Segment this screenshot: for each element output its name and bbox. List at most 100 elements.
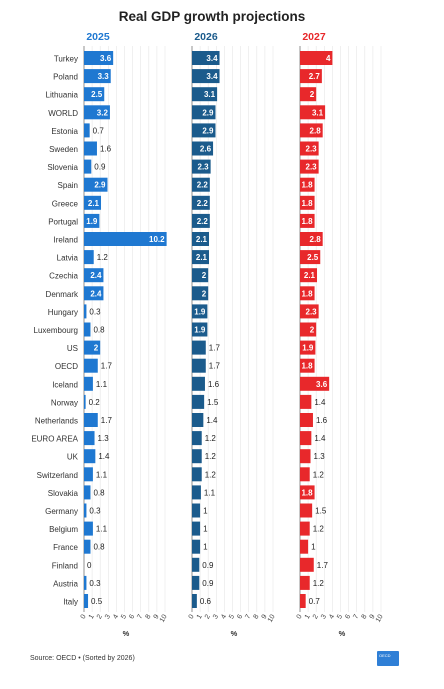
- data-label: 2.9: [202, 108, 214, 117]
- data-label: 1.8: [301, 289, 313, 298]
- tick-label: 2: [312, 613, 320, 620]
- data-label: 3.1: [204, 90, 216, 99]
- bar: [300, 232, 323, 246]
- data-label: 2.5: [307, 253, 319, 262]
- category-label: Finland: [52, 561, 78, 570]
- category-label: France: [53, 543, 78, 552]
- data-label: 1.9: [194, 307, 206, 316]
- category-label: UK: [67, 453, 79, 462]
- data-label: 1.9: [86, 217, 98, 226]
- data-label: 0.2: [89, 398, 101, 407]
- bar: [300, 413, 313, 427]
- category-label: Sweden: [49, 145, 78, 154]
- data-label: 1.5: [315, 507, 327, 516]
- data-label: 1.7: [209, 362, 221, 371]
- data-label: 2.5: [91, 90, 103, 99]
- bar: [192, 286, 209, 301]
- tick-label: 7: [136, 613, 144, 620]
- data-label: 1.5: [207, 398, 219, 407]
- data-label: 1.7: [101, 416, 113, 425]
- bar: [192, 304, 208, 319]
- category-label: Norway: [51, 398, 78, 407]
- bar: [192, 449, 202, 464]
- data-label: 2.8: [310, 235, 322, 244]
- tick-label: 8: [253, 613, 261, 620]
- data-label: 1.4: [98, 452, 110, 461]
- data-label: 2: [310, 90, 315, 99]
- bar: [192, 232, 210, 246]
- data-label: 3.6: [316, 380, 328, 389]
- category-label: Netherlands: [35, 417, 78, 426]
- bar: [300, 485, 315, 500]
- bar: [192, 87, 218, 102]
- tick-label: 0: [188, 613, 196, 620]
- category-label: Switzerland: [37, 471, 78, 480]
- data-label: 1.2: [205, 434, 217, 443]
- bar: [300, 304, 319, 319]
- bar: [192, 213, 210, 228]
- bar: [84, 340, 101, 355]
- category-label: Belgium: [49, 525, 78, 534]
- data-label: 1: [203, 543, 208, 552]
- category-label: US: [67, 344, 78, 353]
- bar: [300, 467, 310, 482]
- bar: [192, 467, 202, 482]
- bar: [300, 557, 314, 572]
- data-label: 0.8: [93, 488, 105, 497]
- data-label: 1.3: [314, 452, 326, 461]
- data-label: 1.4: [314, 398, 326, 407]
- tick-label: 2: [204, 613, 212, 620]
- data-label: 2.4: [90, 289, 102, 298]
- bar: [300, 159, 319, 174]
- tick-label: 0: [296, 613, 304, 620]
- data-label: 0.9: [202, 561, 214, 570]
- data-label: 2.9: [94, 181, 106, 190]
- bar: [192, 557, 200, 572]
- data-label: 3.3: [98, 72, 110, 81]
- bar: [300, 105, 326, 120]
- bar: [300, 358, 315, 373]
- bar: [300, 340, 316, 355]
- category-label: Estonia: [51, 127, 78, 136]
- data-label: 2.2: [197, 181, 209, 190]
- data-label: 2.3: [306, 163, 318, 172]
- category-label: Poland: [53, 73, 78, 82]
- panel-2025: 20253.63.32.53.20.71.60.92.92.11.910.21.…: [80, 31, 169, 638]
- tick-label: 9: [261, 613, 269, 620]
- tick-label: 1: [88, 613, 96, 620]
- data-label: 0.5: [91, 597, 103, 606]
- data-label: 1.8: [301, 199, 313, 208]
- bar: [192, 358, 206, 373]
- data-label: 0.3: [89, 507, 101, 516]
- category-label: Lithuania: [46, 91, 79, 100]
- data-label: 2.7: [309, 72, 321, 81]
- category-label: Ireland: [54, 236, 78, 245]
- bar: [192, 413, 204, 427]
- bar: [84, 485, 91, 500]
- bar: [300, 69, 322, 84]
- bar: [84, 376, 93, 391]
- bar: [192, 322, 208, 337]
- bar: [300, 503, 313, 518]
- bar: [84, 105, 110, 120]
- bar: [192, 376, 205, 391]
- bar: [300, 123, 323, 138]
- bar: [192, 195, 210, 210]
- bar: [192, 539, 201, 554]
- logo-text: OECD: [379, 653, 391, 658]
- data-label: 2.2: [197, 217, 209, 226]
- data-label: 1.4: [314, 434, 326, 443]
- bar: [300, 195, 315, 210]
- tick-label: 3: [104, 613, 112, 620]
- bar: [192, 521, 201, 536]
- bar: [192, 503, 201, 518]
- tick-label: 7: [244, 613, 252, 620]
- bar: [300, 322, 317, 337]
- category-label: Hungary: [48, 308, 78, 317]
- category-label: EURO AREA: [31, 435, 78, 444]
- data-label: 1: [311, 543, 316, 552]
- data-label: 2.4: [90, 271, 102, 280]
- bar: [84, 51, 114, 65]
- bar: [300, 268, 318, 283]
